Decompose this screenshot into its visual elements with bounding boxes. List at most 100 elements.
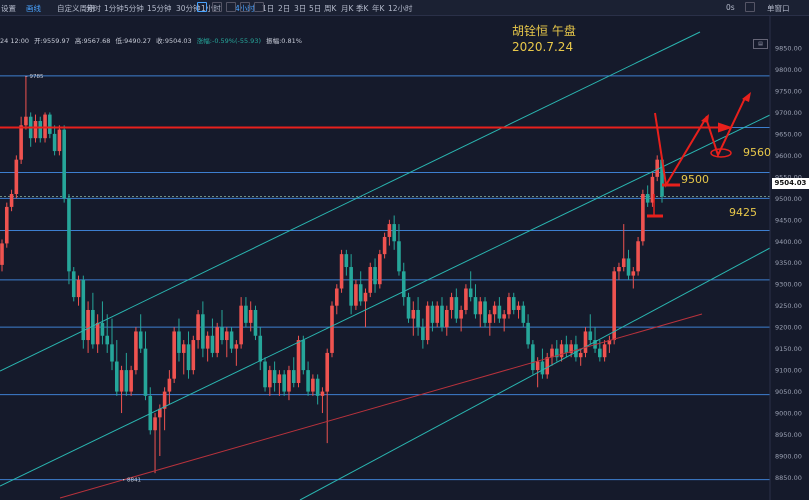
candle-body [339, 254, 344, 289]
candle-body [143, 348, 148, 396]
candle-body [272, 370, 277, 383]
candle-body [76, 279, 81, 298]
candle-79 [378, 249, 382, 289]
camera-icon[interactable] [254, 2, 264, 12]
candle-10 [48, 112, 52, 139]
tab-period-12[interactable]: 月K [341, 4, 354, 13]
candle-94 [449, 292, 454, 319]
candle-body [57, 129, 62, 152]
crosshair-icon[interactable] [226, 2, 236, 12]
candle-88 [421, 318, 425, 349]
tab-period-4[interactable]: 30分钟 [176, 4, 201, 13]
axis-tick-7: 9500.00 [775, 195, 802, 203]
axis-tick-0: 9850.00 [775, 45, 802, 53]
candle-body [253, 309, 258, 336]
candle-body [62, 129, 66, 199]
collapse-icon[interactable]: ▤ [753, 39, 768, 49]
candle-body [287, 370, 291, 392]
info-close: 收:9504.03 [156, 37, 192, 45]
candle-115 [550, 344, 554, 366]
current-price-label: 9504.03 [772, 178, 809, 189]
axis-tick-12: 9250.00 [775, 302, 802, 310]
tab-period-3[interactable]: 15分钟 [147, 4, 172, 13]
candle-72 [344, 249, 349, 276]
candle-body [373, 267, 377, 285]
candle-body [660, 159, 664, 197]
candle-body [464, 288, 468, 310]
candlestick-chart[interactable]: 9850.00 9800.00 9750.00 9700.00 9650.00 9600.… [0, 16, 809, 500]
forecast-arrow2-icon [701, 114, 709, 123]
candle-body [349, 267, 353, 306]
candle-body [71, 271, 76, 298]
lock-icon[interactable] [197, 2, 207, 12]
candle-109 [521, 301, 526, 328]
settings-button[interactable]: 设置 [1, 4, 16, 13]
tab-period-1[interactable]: 1分钟 [104, 4, 124, 13]
candle-body [344, 254, 349, 268]
candle-84 [401, 262, 406, 306]
candle-body [268, 370, 272, 388]
tab-period-13[interactable]: 季K [356, 4, 369, 13]
gear-icon[interactable] [745, 2, 755, 12]
tab-period-7[interactable]: 1日 [262, 4, 275, 13]
tab-period-5[interactable]: 1小时 [201, 4, 221, 13]
candle-body [306, 370, 310, 392]
candle-body [435, 305, 440, 323]
candle-body [110, 344, 114, 362]
tab-period-6[interactable]: 4小时 [235, 4, 255, 13]
candle-30 [143, 331, 148, 401]
candle-body [425, 305, 430, 341]
refresh-timer: 0s [726, 3, 735, 12]
candle-body [201, 314, 205, 349]
custom-period-button[interactable]: 自定义周期 [57, 4, 95, 13]
info-change: 涨幅:-0.59%(-55.93) [196, 37, 261, 45]
tab-period-8[interactable]: 2日 [278, 4, 291, 13]
candle-body [105, 335, 110, 345]
tab-period-0[interactable]: 分时 [86, 4, 101, 13]
candle-body [645, 194, 650, 203]
candle-body [602, 344, 607, 358]
candle-6 [28, 112, 33, 147]
candle-body [507, 297, 511, 315]
candle-body [38, 121, 43, 139]
candle-97 [464, 284, 468, 315]
candle-102 [488, 309, 492, 336]
candle-body [19, 125, 23, 160]
candle-body [296, 340, 301, 383]
layout-button[interactable]: 单窗口 [767, 4, 790, 13]
candle-39 [186, 331, 191, 379]
candle-body [468, 288, 473, 298]
candle-body [124, 370, 129, 392]
tab-period-15[interactable]: 12小时 [388, 4, 413, 13]
indicator-icon[interactable] [212, 2, 222, 12]
tab-period-11[interactable]: 周K [324, 4, 337, 13]
draw-button[interactable]: 画线 [26, 4, 41, 13]
candle-body [358, 284, 363, 302]
tab-period-2[interactable]: 5分钟 [124, 4, 144, 13]
axis-tick-8: 9450.00 [775, 216, 802, 224]
candle-body [406, 297, 411, 319]
axis-tick-20: 8850.00 [775, 474, 802, 482]
candle-113 [540, 348, 545, 379]
candle-body [91, 309, 95, 345]
candle-44 [210, 318, 215, 358]
candle-body [315, 378, 320, 396]
candle-118 [564, 335, 569, 358]
tab-period-10[interactable]: 5日 [309, 4, 322, 13]
compare-icon[interactable] [240, 2, 250, 12]
tab-period-9[interactable]: 3日 [294, 4, 307, 13]
candle-96 [459, 305, 463, 332]
candle-body [244, 305, 248, 323]
candle-body [378, 254, 382, 285]
candle-0 [0, 239, 4, 272]
forecast-path [654, 97, 746, 188]
candle-135 [645, 185, 650, 207]
axis-tick-18: 8950.00 [775, 431, 802, 439]
date-label: 2020.7.24 [512, 40, 573, 54]
candle-body [449, 297, 454, 310]
candle-body [631, 271, 636, 276]
candles [0, 75, 664, 474]
tab-period-14[interactable]: 年K [372, 4, 385, 13]
candle-body [24, 116, 28, 126]
candle-117 [559, 340, 564, 362]
